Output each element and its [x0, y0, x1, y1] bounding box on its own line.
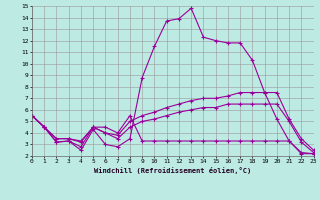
X-axis label: Windchill (Refroidissement éolien,°C): Windchill (Refroidissement éolien,°C): [94, 167, 252, 174]
